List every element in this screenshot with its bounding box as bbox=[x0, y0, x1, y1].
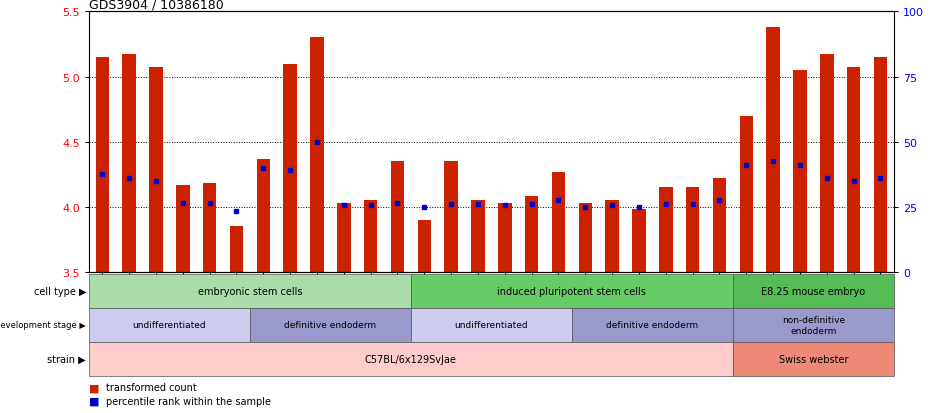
Bar bbox=[767, 28, 780, 272]
Bar bbox=[874, 58, 887, 272]
Bar bbox=[203, 184, 216, 272]
Bar bbox=[176, 185, 190, 272]
Text: GDS3904 / 10386180: GDS3904 / 10386180 bbox=[89, 0, 224, 11]
Text: undifferentiated: undifferentiated bbox=[133, 320, 206, 330]
Bar bbox=[713, 179, 726, 272]
Text: definitive endoderm: definitive endoderm bbox=[607, 320, 698, 330]
Text: development stage ▶: development stage ▶ bbox=[0, 320, 86, 330]
Bar bbox=[284, 64, 297, 272]
Bar bbox=[311, 38, 324, 272]
Bar bbox=[230, 227, 243, 272]
Bar bbox=[659, 188, 673, 272]
Bar bbox=[445, 162, 458, 272]
Bar bbox=[525, 197, 538, 272]
Text: percentile rank within the sample: percentile rank within the sample bbox=[106, 396, 271, 406]
Bar bbox=[417, 220, 431, 272]
Bar bbox=[686, 188, 699, 272]
Bar bbox=[123, 55, 136, 272]
Text: C57BL/6x129SvJae: C57BL/6x129SvJae bbox=[365, 354, 457, 364]
Text: embryonic stem cells: embryonic stem cells bbox=[197, 286, 302, 296]
Text: undifferentiated: undifferentiated bbox=[455, 320, 528, 330]
Bar bbox=[472, 201, 485, 272]
Bar bbox=[794, 71, 807, 272]
Text: E8.25 mouse embryo: E8.25 mouse embryo bbox=[761, 286, 866, 296]
Bar bbox=[95, 58, 110, 272]
Bar bbox=[391, 162, 404, 272]
Bar bbox=[150, 68, 163, 272]
Bar bbox=[256, 159, 271, 272]
Bar bbox=[498, 203, 512, 272]
Bar bbox=[820, 55, 834, 272]
Text: Swiss webster: Swiss webster bbox=[779, 354, 848, 364]
Bar bbox=[364, 201, 377, 272]
Text: ■: ■ bbox=[89, 382, 99, 392]
Text: transformed count: transformed count bbox=[106, 382, 197, 392]
Text: non-definitive
endoderm: non-definitive endoderm bbox=[782, 316, 845, 335]
Bar bbox=[633, 210, 646, 272]
Bar bbox=[337, 203, 350, 272]
Bar bbox=[552, 172, 565, 272]
Bar bbox=[606, 201, 619, 272]
Text: definitive endoderm: definitive endoderm bbox=[285, 320, 376, 330]
Text: strain ▶: strain ▶ bbox=[48, 354, 86, 364]
Bar bbox=[847, 68, 860, 272]
Bar bbox=[578, 203, 592, 272]
Bar bbox=[739, 116, 753, 272]
Text: induced pluripotent stem cells: induced pluripotent stem cells bbox=[497, 286, 647, 296]
Text: ■: ■ bbox=[89, 396, 99, 406]
Text: cell type ▶: cell type ▶ bbox=[34, 286, 86, 296]
